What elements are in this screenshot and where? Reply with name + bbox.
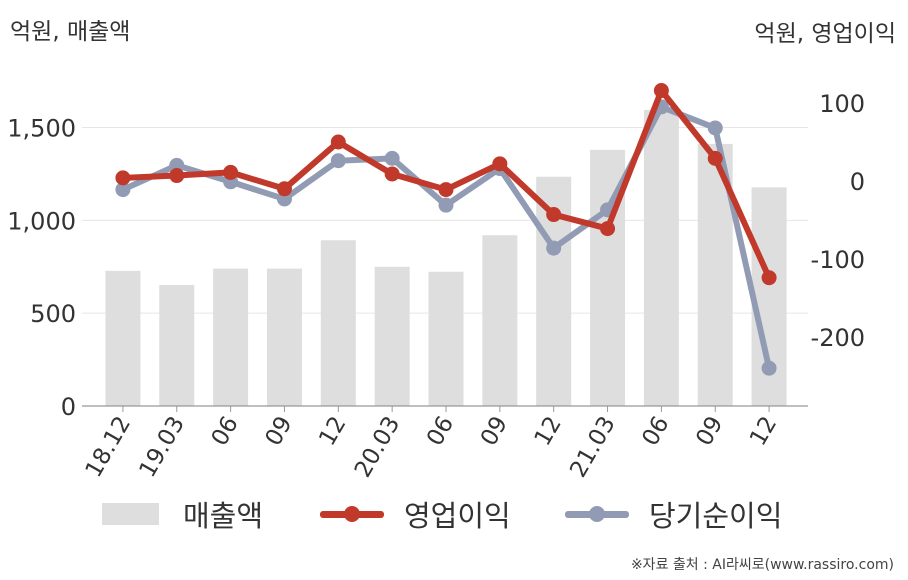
- point-net-income: [115, 182, 131, 198]
- point-operating-profit: [115, 170, 131, 186]
- right-axis-tick-label: 0: [850, 168, 865, 196]
- point-net-income: [761, 360, 777, 376]
- bar-revenue: [213, 268, 249, 406]
- legend-item-revenue: 매출액: [102, 490, 263, 538]
- bar-revenue: [105, 270, 141, 406]
- bar-revenue: [374, 266, 410, 406]
- legend-item-operating-profit: 영업이익: [320, 490, 511, 538]
- x-axis-tick-label: 09: [476, 412, 513, 450]
- point-operating-profit: [761, 270, 777, 286]
- bar-revenue: [159, 284, 195, 406]
- right-axis-tick-label: -100: [811, 246, 865, 274]
- x-axis-tick-label: 20.03: [350, 412, 405, 482]
- bar-revenue: [482, 235, 518, 406]
- point-net-income: [707, 120, 723, 136]
- point-operating-profit: [600, 221, 616, 237]
- legend-label-operating-profit: 영업이익: [404, 499, 511, 533]
- point-operating-profit: [223, 164, 239, 180]
- legend-label-revenue: 매출액: [183, 499, 264, 533]
- left-axis-tick-label: 1,000: [7, 207, 76, 235]
- point-net-income: [384, 150, 400, 166]
- point-operating-profit: [492, 156, 508, 172]
- legend-bar-swatch: [102, 503, 159, 525]
- source-note: ※자료 출처 : AI라씨로(www.rassiro.com): [630, 557, 894, 573]
- point-net-income: [546, 240, 562, 256]
- x-axis-tick-label: 06: [207, 412, 244, 450]
- right-axis-tick-label: 100: [819, 90, 865, 118]
- x-axis-tick-label: 12: [745, 412, 782, 450]
- point-operating-profit: [707, 150, 723, 166]
- legend-item-net-income: 당기순이익: [565, 490, 782, 538]
- point-net-income: [438, 197, 454, 213]
- left-axis-tick-label: 500: [30, 300, 76, 328]
- point-operating-profit: [169, 168, 185, 184]
- legend: 매출액 영업이익 당기순이익: [0, 490, 908, 540]
- point-net-income: [330, 153, 346, 169]
- bar-revenue: [428, 271, 464, 406]
- point-operating-profit: [653, 83, 669, 99]
- point-operating-profit: [276, 181, 292, 197]
- point-operating-profit: [546, 207, 562, 223]
- x-axis-tick-label: 12: [314, 412, 351, 450]
- x-axis-tick-label: 21.03: [565, 412, 620, 482]
- left-axis-unit-label: 억원, 매출액: [10, 19, 131, 45]
- x-axis-tick-label: 06: [422, 412, 459, 450]
- legend-label-net-income: 당기순이익: [649, 499, 783, 533]
- point-operating-profit: [330, 134, 346, 150]
- legend-line-swatch-red: [320, 503, 384, 525]
- bar-revenue: [643, 109, 679, 407]
- x-axis-tick-label: 09: [261, 412, 298, 450]
- right-axis-tick-label: -200: [811, 324, 865, 352]
- x-axis-tick-label: 09: [691, 412, 728, 450]
- left-axis-tick-label: 1,500: [7, 115, 76, 143]
- legend-line-swatch-gray: [565, 503, 629, 525]
- bar-revenue: [266, 268, 302, 406]
- left-axis-tick-label: 0: [61, 393, 76, 421]
- x-axis-tick-label: 06: [637, 412, 674, 450]
- right-axis-unit-label: 억원, 영업이익: [754, 21, 896, 47]
- bar-revenue: [320, 240, 356, 406]
- x-axis-tick-label: 12: [530, 412, 567, 450]
- point-operating-profit: [438, 182, 454, 198]
- point-operating-profit: [384, 166, 400, 182]
- x-axis-tick-label: 18.12: [81, 412, 136, 482]
- x-axis-tick-label: 19.03: [135, 412, 190, 482]
